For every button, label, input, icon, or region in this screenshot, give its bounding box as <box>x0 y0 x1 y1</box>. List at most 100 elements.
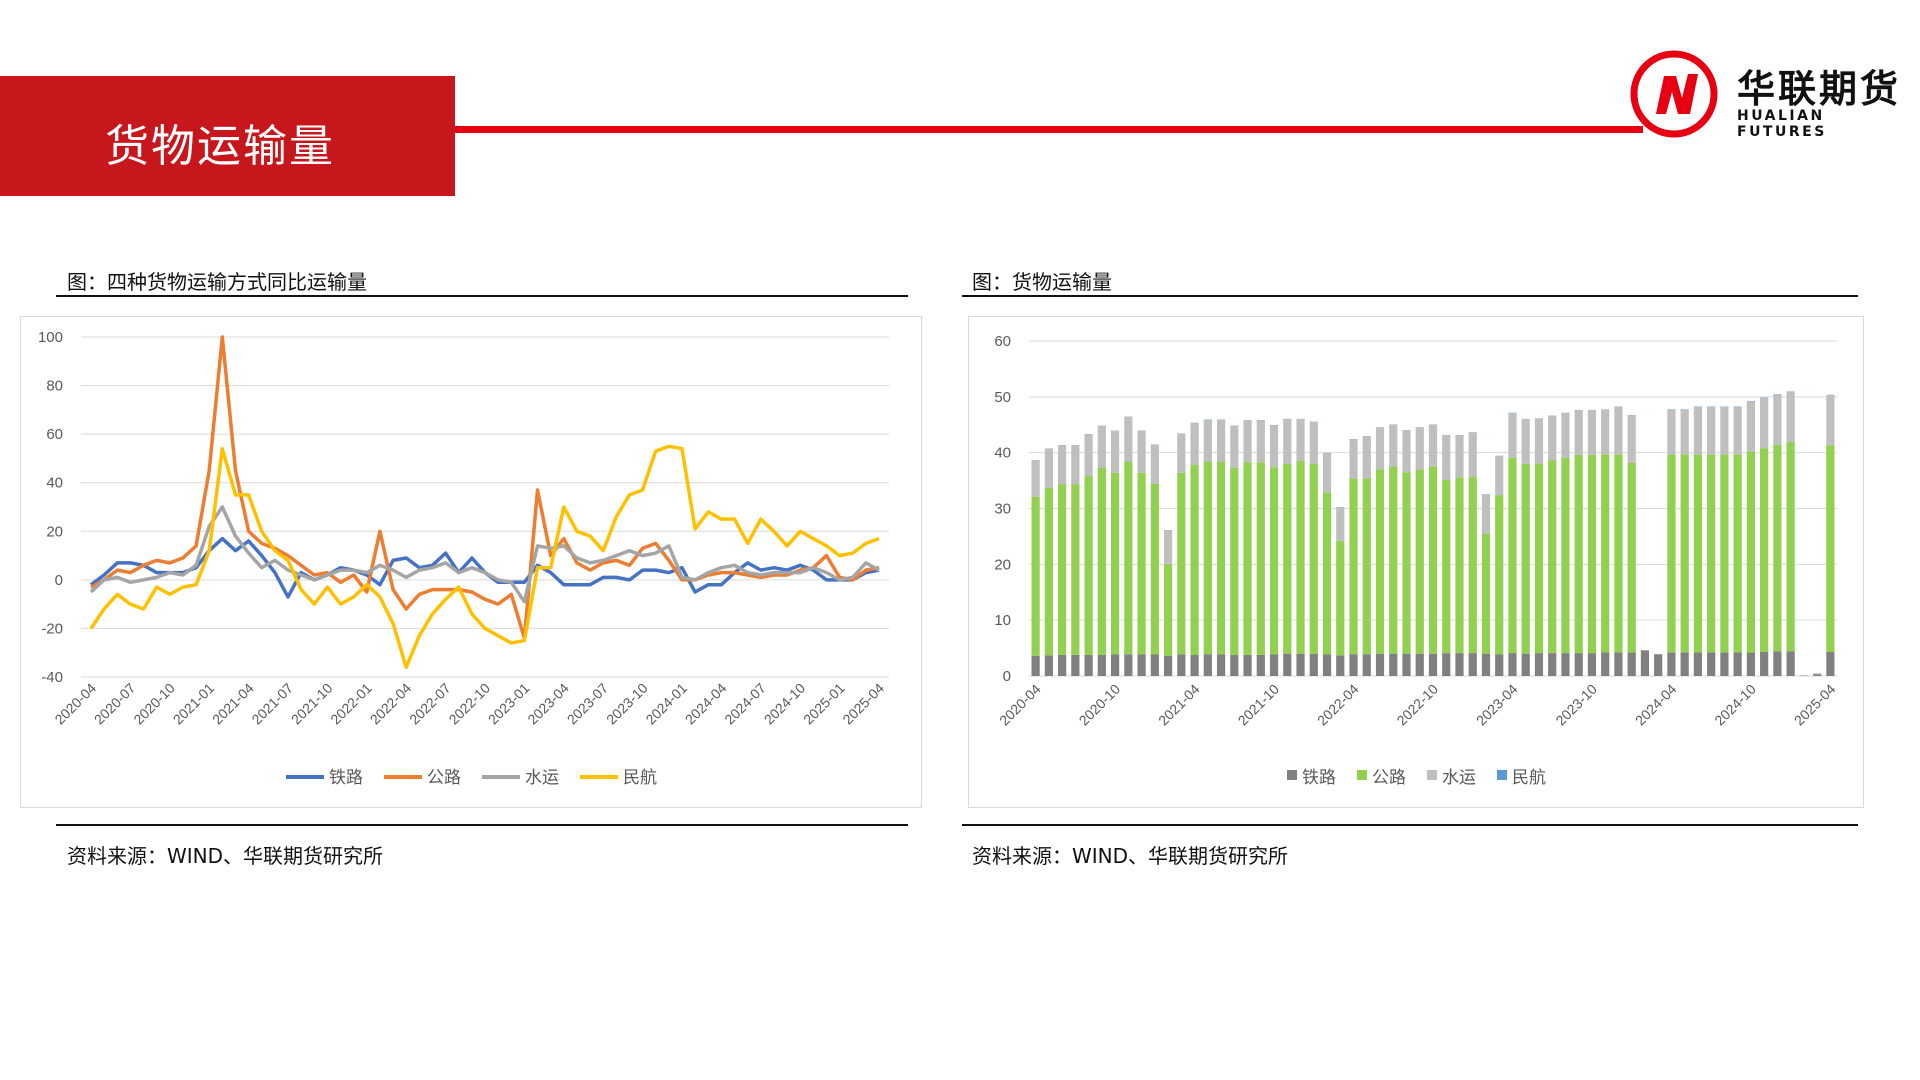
x-tick-label: 2023-07 <box>564 680 612 728</box>
bar-segment <box>1190 654 1199 676</box>
x-tick-label: 2021-10 <box>288 680 336 728</box>
bar-segment <box>1521 653 1530 676</box>
bar-segment <box>1336 507 1345 541</box>
left-chart-caption: 图：四种货物运输方式同比运输量 <box>67 270 367 294</box>
bar-chart-panel: 0 10 20 30 40 50 60 2020-04 2020-10 2021-04 2021-1… <box>968 316 1864 808</box>
y-tick-label: 40 <box>46 475 63 492</box>
bar-segment <box>1481 494 1491 534</box>
bar-segment <box>1336 655 1345 676</box>
bar-segment <box>1071 484 1080 655</box>
bar-segment <box>1150 654 1159 676</box>
bar-segment <box>1428 424 1438 467</box>
bar-segment <box>1256 462 1265 655</box>
bar-segment <box>1561 413 1570 458</box>
x-tick-label: 2023-01 <box>485 680 533 728</box>
bar-segment <box>1627 415 1636 463</box>
y-tick-label: 20 <box>994 556 1011 573</box>
bar-segment <box>1773 444 1782 652</box>
bar-segment <box>1309 463 1318 654</box>
x-tick-label: 2024-10 <box>761 680 809 728</box>
y-tick-label: 60 <box>46 426 63 443</box>
bar-segment <box>1124 461 1133 655</box>
bar-segment <box>1442 653 1451 676</box>
bar-segment <box>1627 462 1636 653</box>
bar-segment <box>1163 563 1173 656</box>
bar-segment <box>1534 463 1544 654</box>
y-tick-label: -20 <box>41 620 63 637</box>
bar-segment <box>1071 654 1080 676</box>
bar-segment <box>1654 654 1663 676</box>
bar-segment <box>1322 654 1332 676</box>
bar-segment <box>1110 472 1120 655</box>
legend-label: 公路 <box>427 768 461 787</box>
bar-segment <box>1468 653 1477 676</box>
bar-segment <box>1203 654 1212 676</box>
bar-segment <box>1574 410 1583 455</box>
bar-segment <box>1826 395 1835 446</box>
bar-segment <box>1296 419 1305 462</box>
bar-segment <box>1375 469 1385 654</box>
x-tick-label: 2022-01 <box>327 680 375 728</box>
bar-segment <box>1322 453 1332 493</box>
x-tick-label: 2024-04 <box>682 680 730 728</box>
right-bottom-rule <box>962 824 1858 826</box>
legend-swatch <box>1427 770 1437 780</box>
x-tick-label: 2021-10 <box>1235 681 1283 729</box>
bar-segment <box>1455 435 1464 478</box>
bar-segment <box>1243 462 1252 655</box>
bar-segment <box>1269 654 1279 676</box>
bar-segment <box>1084 654 1093 676</box>
line-chart-panel: -40 -20 0 20 40 60 80 100 2020-04 2020-07 2020-10 2… <box>20 316 922 808</box>
bar-segment <box>1508 653 1517 676</box>
bar-segment <box>1773 651 1782 676</box>
bar-segment <box>1243 654 1252 676</box>
bar-segment <box>1760 651 1769 676</box>
x-tick-label: 2025-04 <box>839 680 887 728</box>
legend-label: 公路 <box>1372 768 1406 787</box>
y-tick-label: -40 <box>41 669 63 686</box>
bar-segment <box>1508 413 1517 458</box>
bar-segment <box>1190 423 1199 465</box>
bar-segment <box>1614 454 1623 653</box>
legend-swatch <box>1357 770 1367 780</box>
bar-segment <box>1058 445 1067 485</box>
bar-segment <box>1534 653 1544 676</box>
bar-segment <box>1587 653 1597 676</box>
bar-segment <box>1574 454 1583 654</box>
bar-segment <box>1349 439 1358 479</box>
x-tick-label: 2022-10 <box>445 680 493 728</box>
bar-segment <box>1468 432 1477 478</box>
bar-segment <box>1296 461 1305 654</box>
bar-segment <box>1455 653 1464 676</box>
x-tick-label: 2021-04 <box>209 680 257 728</box>
right-chart-caption: 图：货物运输量 <box>972 270 1112 294</box>
bar-segment <box>1309 653 1318 676</box>
bar-segment <box>1283 419 1292 464</box>
bar-segment <box>1177 433 1186 473</box>
bar-segment <box>1084 434 1093 477</box>
bar-segment <box>1667 652 1676 676</box>
bar-segment <box>1177 472 1186 655</box>
series-line--a5a5a5 <box>89 505 880 604</box>
bar-segment <box>1693 406 1703 455</box>
bar-segment <box>1693 454 1703 653</box>
bar-segment <box>1786 391 1795 443</box>
bar-segment <box>1150 444 1159 484</box>
x-tick-label: 2025-04 <box>1791 681 1839 729</box>
logo-icon <box>1630 50 1718 138</box>
bar-segment <box>1044 487 1053 656</box>
y-tick-label: 0 <box>55 572 63 589</box>
bar-segment <box>1230 425 1239 468</box>
legend-label: 民航 <box>623 768 657 787</box>
bar-segment <box>1442 435 1451 481</box>
bar-segment <box>1177 654 1186 676</box>
bar-segment <box>1110 430 1120 473</box>
bar-segment <box>1402 430 1411 473</box>
bar-segment <box>1269 425 1279 468</box>
legend-label: 铁路 <box>1302 768 1336 787</box>
x-tick-label: 2025-01 <box>800 680 848 728</box>
bar-segment <box>1203 419 1212 462</box>
bar-segment <box>1826 445 1835 652</box>
bar-segment <box>1720 406 1729 455</box>
bar-segment <box>1415 469 1424 654</box>
